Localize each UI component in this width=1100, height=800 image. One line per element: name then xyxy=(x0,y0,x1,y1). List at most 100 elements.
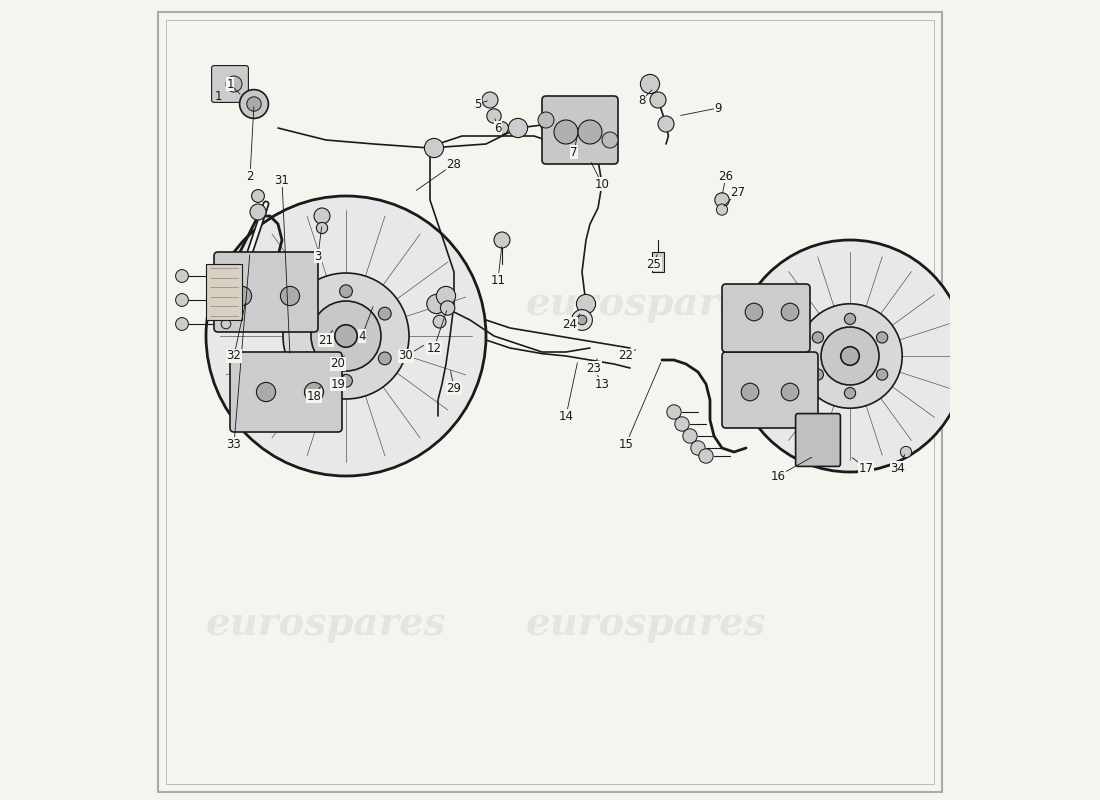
Circle shape xyxy=(508,118,528,138)
Text: 4: 4 xyxy=(359,330,365,342)
Circle shape xyxy=(427,294,446,314)
FancyBboxPatch shape xyxy=(230,352,342,432)
Text: 32: 32 xyxy=(227,350,241,362)
Circle shape xyxy=(311,301,381,371)
FancyBboxPatch shape xyxy=(722,284,810,352)
Circle shape xyxy=(715,193,729,207)
Text: 6: 6 xyxy=(494,122,502,134)
Circle shape xyxy=(176,270,188,282)
Text: 30: 30 xyxy=(398,350,414,362)
Circle shape xyxy=(280,286,299,306)
Text: 32: 32 xyxy=(227,350,241,362)
Circle shape xyxy=(576,294,595,314)
Circle shape xyxy=(433,315,446,328)
Circle shape xyxy=(572,310,593,330)
Text: 23: 23 xyxy=(586,362,602,374)
Text: eurospares: eurospares xyxy=(206,285,447,323)
Text: 5: 5 xyxy=(474,98,482,110)
FancyBboxPatch shape xyxy=(211,66,249,102)
Circle shape xyxy=(440,301,454,315)
Circle shape xyxy=(283,273,409,399)
Text: 8: 8 xyxy=(638,94,646,106)
Text: 11: 11 xyxy=(491,274,506,286)
Text: 13: 13 xyxy=(595,378,609,390)
Text: eurospares: eurospares xyxy=(526,285,767,323)
Text: 13: 13 xyxy=(595,378,609,390)
Text: 23: 23 xyxy=(586,362,602,374)
Text: 24: 24 xyxy=(562,318,578,330)
FancyBboxPatch shape xyxy=(206,264,242,320)
Text: 3: 3 xyxy=(315,250,321,262)
Circle shape xyxy=(317,222,328,234)
Text: 16: 16 xyxy=(770,470,785,482)
Circle shape xyxy=(487,109,502,123)
Text: 1: 1 xyxy=(227,78,233,90)
Text: 19: 19 xyxy=(330,378,345,390)
FancyBboxPatch shape xyxy=(795,414,840,466)
Text: 21: 21 xyxy=(319,334,333,346)
Circle shape xyxy=(658,116,674,132)
Text: 3: 3 xyxy=(315,250,321,262)
Circle shape xyxy=(240,90,268,118)
Circle shape xyxy=(901,446,912,458)
Text: 14: 14 xyxy=(559,410,573,422)
Circle shape xyxy=(698,449,713,463)
Text: 18: 18 xyxy=(307,390,321,402)
Text: 34: 34 xyxy=(891,462,905,474)
Text: 26: 26 xyxy=(718,170,734,182)
Circle shape xyxy=(340,285,352,298)
Text: 12: 12 xyxy=(427,342,441,354)
Text: 29: 29 xyxy=(447,382,462,394)
Circle shape xyxy=(798,304,902,408)
Circle shape xyxy=(602,132,618,148)
Circle shape xyxy=(812,369,824,380)
Circle shape xyxy=(667,405,681,419)
Text: 20: 20 xyxy=(331,358,345,370)
Text: 2: 2 xyxy=(246,170,254,182)
Circle shape xyxy=(221,271,231,281)
Circle shape xyxy=(745,303,762,321)
Text: 17: 17 xyxy=(858,462,873,474)
FancyBboxPatch shape xyxy=(542,96,618,164)
Circle shape xyxy=(494,232,510,248)
Text: 7: 7 xyxy=(570,146,578,158)
Circle shape xyxy=(226,76,242,92)
Circle shape xyxy=(741,383,759,401)
Circle shape xyxy=(250,204,266,220)
FancyBboxPatch shape xyxy=(652,252,664,272)
Circle shape xyxy=(378,352,392,365)
Circle shape xyxy=(538,112,554,128)
Text: 21: 21 xyxy=(319,334,333,346)
Text: 30: 30 xyxy=(398,350,414,362)
Text: 28: 28 xyxy=(447,158,461,170)
Circle shape xyxy=(378,307,392,320)
Text: eurospares: eurospares xyxy=(206,605,447,643)
Text: 24: 24 xyxy=(562,318,578,330)
Text: 14: 14 xyxy=(559,410,573,422)
Text: 19: 19 xyxy=(330,378,345,390)
Text: 33: 33 xyxy=(227,438,241,450)
Text: 15: 15 xyxy=(618,438,634,450)
Circle shape xyxy=(691,441,705,455)
Circle shape xyxy=(781,303,799,321)
Circle shape xyxy=(650,92,666,108)
Text: 28: 28 xyxy=(447,158,461,170)
Circle shape xyxy=(821,327,879,385)
Circle shape xyxy=(716,204,727,215)
Circle shape xyxy=(232,286,252,306)
Circle shape xyxy=(840,346,859,366)
Circle shape xyxy=(300,307,313,320)
Text: 4: 4 xyxy=(359,330,365,342)
Text: 5: 5 xyxy=(474,98,482,110)
Circle shape xyxy=(482,92,498,108)
Circle shape xyxy=(176,318,188,330)
Text: 9: 9 xyxy=(714,102,722,114)
Text: 33: 33 xyxy=(227,438,241,450)
Circle shape xyxy=(877,369,888,380)
Text: 31: 31 xyxy=(275,174,289,186)
Text: 6: 6 xyxy=(494,122,502,134)
Circle shape xyxy=(674,417,690,431)
Circle shape xyxy=(256,382,276,402)
Text: 7: 7 xyxy=(570,146,578,158)
Circle shape xyxy=(252,190,264,202)
